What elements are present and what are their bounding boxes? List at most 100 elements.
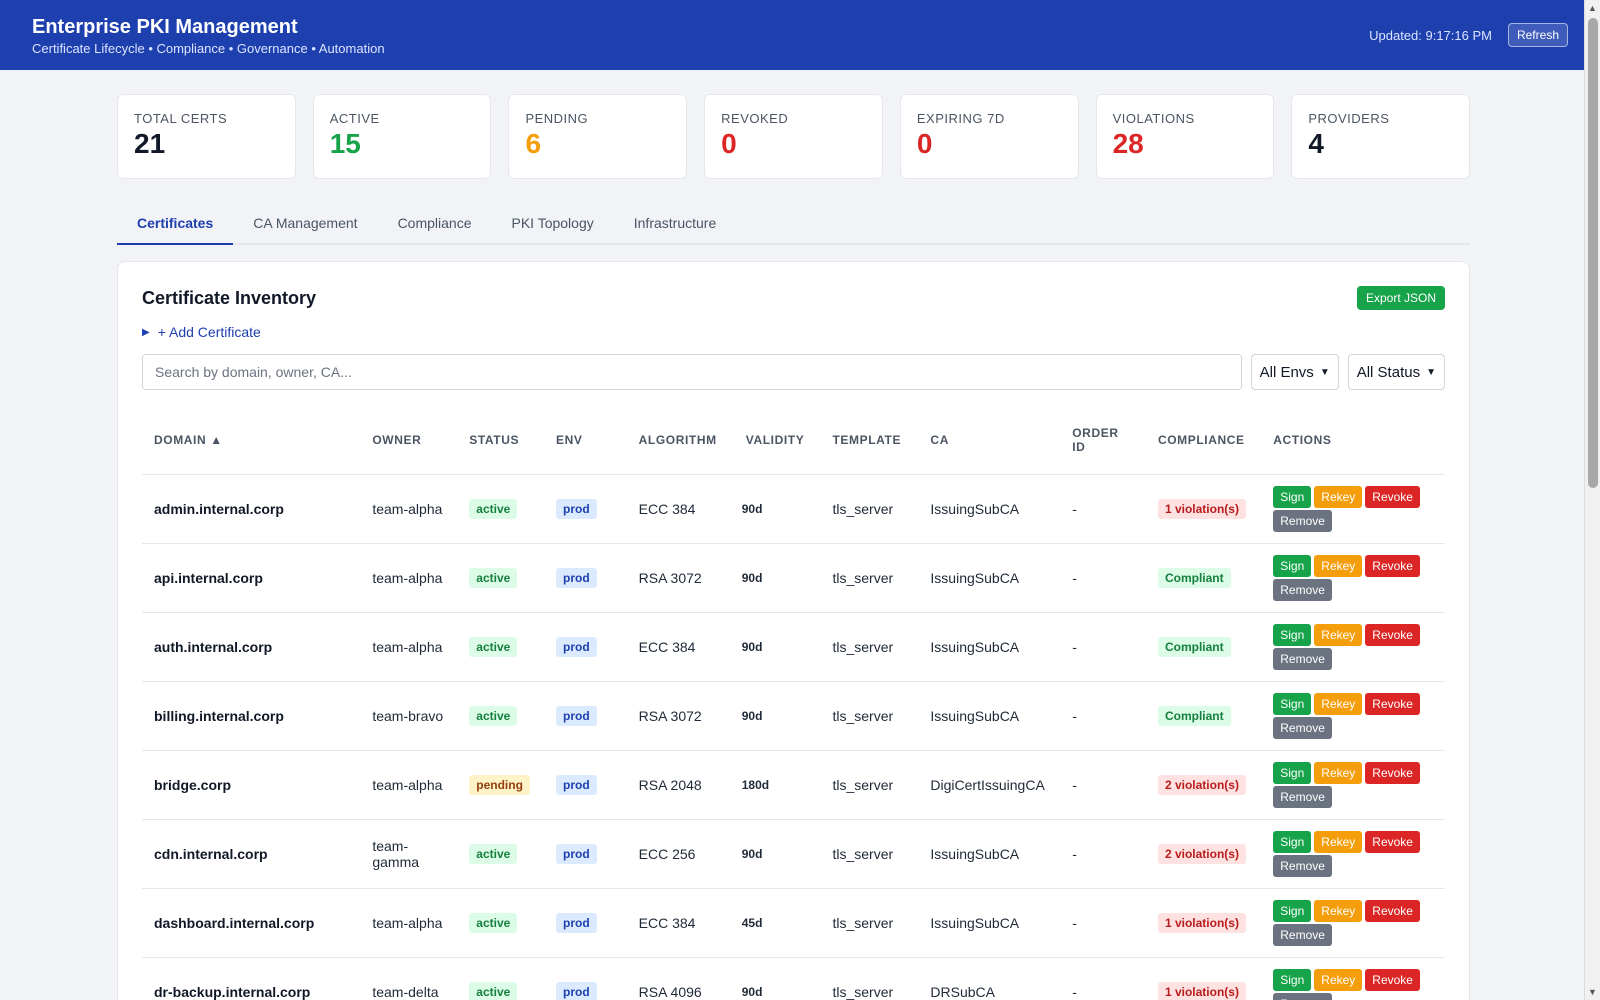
stat-card: TOTAL CERTS 21 bbox=[117, 94, 296, 179]
revoke-button[interactable]: Revoke bbox=[1365, 623, 1420, 646]
compliance-badge: 2 violation(s) bbox=[1157, 774, 1246, 795]
revoke-button[interactable]: Revoke bbox=[1365, 485, 1420, 508]
revoke-button[interactable]: Revoke bbox=[1365, 554, 1420, 577]
remove-button[interactable]: Remove bbox=[1273, 716, 1332, 739]
status-badge: active bbox=[469, 567, 518, 588]
table-row: cdn.internal.corp team-gamma active prod ECC… bbox=[142, 819, 1445, 889]
order-id-cell: - bbox=[1060, 957, 1146, 1000]
owner-cell: team-alpha bbox=[360, 888, 458, 958]
search-input[interactable] bbox=[142, 354, 1242, 390]
remove-button[interactable]: Remove bbox=[1273, 578, 1332, 601]
stat-card: REVOKED 0 bbox=[704, 94, 883, 179]
rekey-button[interactable]: Rekey bbox=[1314, 830, 1363, 853]
export-json-button[interactable]: Export JSON bbox=[1356, 286, 1445, 310]
order-id-cell: - bbox=[1060, 543, 1146, 613]
updated-timestamp: Updated: 9:17:16 PM bbox=[1369, 27, 1492, 43]
domain-cell: cdn.internal.corp bbox=[142, 819, 361, 889]
scroll-up-icon[interactable]: ▲ bbox=[1588, 3, 1597, 13]
column-header[interactable]: DOMAIN ▲ bbox=[142, 406, 361, 475]
env-badge: prod bbox=[555, 705, 597, 726]
sign-button[interactable]: Sign bbox=[1273, 968, 1312, 991]
sign-button[interactable]: Sign bbox=[1273, 830, 1312, 853]
sign-button[interactable]: Sign bbox=[1273, 554, 1312, 577]
page-scrollbar[interactable]: ▲ ▼ bbox=[1584, 0, 1600, 1000]
domain-cell: dashboard.internal.corp bbox=[142, 888, 361, 958]
remove-button[interactable]: Remove bbox=[1273, 992, 1332, 1000]
env-cell: prod bbox=[543, 474, 627, 544]
remove-button[interactable]: Remove bbox=[1273, 854, 1332, 877]
rekey-button[interactable]: Rekey bbox=[1314, 692, 1363, 715]
app-header: Enterprise PKI Management Certificate Li… bbox=[0, 0, 1600, 70]
tab-ca-management[interactable]: CA Management bbox=[253, 215, 358, 231]
tab-compliance[interactable]: Compliance bbox=[397, 215, 472, 231]
rekey-button[interactable]: Rekey bbox=[1314, 968, 1363, 991]
add-certificate-label: + Add Certificate bbox=[157, 324, 261, 340]
rekey-button[interactable]: Rekey bbox=[1314, 485, 1363, 508]
remove-button[interactable]: Remove bbox=[1273, 647, 1332, 670]
status-cell: active bbox=[457, 888, 544, 958]
ca-cell: IssuingSubCA bbox=[918, 474, 1061, 544]
add-certificate-toggle[interactable]: ▶ + Add Certificate bbox=[142, 324, 1445, 340]
validity-cell: 90d bbox=[733, 681, 821, 751]
stat-label: VIOLATIONS bbox=[1112, 111, 1195, 126]
remove-button[interactable]: Remove bbox=[1273, 509, 1332, 532]
compliance-badge: 2 violation(s) bbox=[1157, 843, 1246, 864]
refresh-button[interactable]: Refresh bbox=[1507, 23, 1568, 47]
validity-cell: 90d bbox=[733, 819, 821, 889]
domain-cell: bridge.corp bbox=[142, 750, 361, 820]
status-filter-select[interactable]: All Status ▼ bbox=[1347, 354, 1445, 390]
table-row: admin.internal.corp team-alpha active prod E… bbox=[142, 474, 1445, 544]
scroll-down-icon[interactable]: ▼ bbox=[1588, 987, 1597, 997]
compliance-badge: 1 violation(s) bbox=[1157, 912, 1246, 933]
scrollbar-thumb[interactable] bbox=[1588, 18, 1598, 488]
revoke-button[interactable]: Revoke bbox=[1365, 761, 1420, 784]
status-cell: pending bbox=[457, 750, 544, 820]
validity-cell: 90d bbox=[733, 957, 821, 1000]
stat-card: ACTIVE 15 bbox=[312, 94, 492, 179]
column-header: ALGORITHM bbox=[626, 406, 734, 475]
status-badge: active bbox=[469, 843, 518, 864]
env-badge: prod bbox=[555, 636, 597, 657]
revoke-button[interactable]: Revoke bbox=[1365, 692, 1420, 715]
status-badge: active bbox=[469, 498, 518, 519]
algorithm-cell: RSA 2048 bbox=[626, 750, 734, 820]
sign-button[interactable]: Sign bbox=[1273, 899, 1312, 922]
stat-label: REVOKED bbox=[721, 111, 789, 126]
order-id-cell: - bbox=[1060, 612, 1146, 682]
env-cell: prod bbox=[543, 543, 627, 613]
rekey-button[interactable]: Rekey bbox=[1314, 761, 1363, 784]
tab-infrastructure[interactable]: Infrastructure bbox=[633, 215, 717, 231]
sign-button[interactable]: Sign bbox=[1273, 761, 1312, 784]
template-cell: tls_server bbox=[820, 750, 919, 820]
stat-value: 21 bbox=[134, 128, 166, 159]
order-id-cell: - bbox=[1060, 681, 1146, 751]
stat-card: PENDING 6 bbox=[508, 94, 688, 179]
tab-pki-topology[interactable]: PKI Topology bbox=[511, 215, 594, 231]
sign-button[interactable]: Sign bbox=[1273, 692, 1312, 715]
rekey-button[interactable]: Rekey bbox=[1314, 899, 1363, 922]
tab-certificates[interactable]: Certificates bbox=[117, 203, 234, 245]
remove-button[interactable]: Remove bbox=[1273, 785, 1332, 808]
table-body: admin.internal.corp team-alpha active prod E… bbox=[142, 474, 1445, 1000]
status-cell: active bbox=[457, 819, 544, 889]
table-header-row: DOMAIN ▲ OWNER STATUS ENV ALGORITHM VALIDITY T… bbox=[142, 406, 1445, 475]
rekey-button[interactable]: Rekey bbox=[1314, 554, 1363, 577]
disclosure-triangle-icon: ▶ bbox=[142, 326, 150, 338]
sign-button[interactable]: Sign bbox=[1273, 485, 1312, 508]
rekey-button[interactable]: Rekey bbox=[1314, 623, 1363, 646]
remove-button[interactable]: Remove bbox=[1273, 923, 1332, 946]
template-cell: tls_server bbox=[820, 474, 919, 544]
order-id-cell: - bbox=[1060, 888, 1146, 958]
column-header: OWNER bbox=[360, 406, 458, 475]
order-id-cell: - bbox=[1060, 819, 1146, 889]
sign-button[interactable]: Sign bbox=[1273, 623, 1312, 646]
revoke-button[interactable]: Revoke bbox=[1365, 899, 1420, 922]
env-filter-select[interactable]: All Envs ▼ bbox=[1250, 354, 1339, 390]
status-cell: active bbox=[457, 474, 544, 544]
revoke-button[interactable]: Revoke bbox=[1365, 830, 1420, 853]
revoke-button[interactable]: Revoke bbox=[1365, 968, 1420, 991]
stat-value: 4 bbox=[1308, 128, 1324, 159]
stat-card: PROVIDERS 4 bbox=[1291, 94, 1471, 179]
